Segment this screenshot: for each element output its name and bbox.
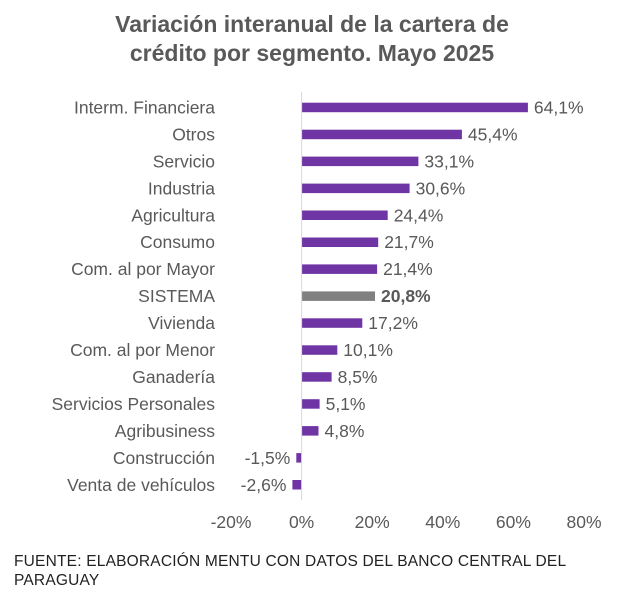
bar <box>301 183 410 194</box>
x-tick-label: 0% <box>289 512 314 532</box>
bar <box>301 129 462 140</box>
data-label: 17,2% <box>368 313 418 333</box>
data-label: 10,1% <box>343 340 393 360</box>
x-tick-label: 20% <box>355 512 390 532</box>
bar <box>301 399 320 409</box>
data-label: 21,7% <box>384 232 434 252</box>
bar-chart: Interm. Financiera 64,1% Otros 45,4% Servici… <box>52 92 602 532</box>
chart-title-line-1: Variación interanual de la cartera de <box>115 11 509 37</box>
category-label: Vivienda <box>148 313 215 333</box>
data-label: 8,5% <box>338 367 378 387</box>
category-label: Construcción <box>113 448 215 468</box>
source-note: FUENTE: ELABORACIÓN MENTU CON DATOS DEL … <box>14 553 566 589</box>
category-label: Ganadería <box>132 367 215 387</box>
bar <box>301 237 379 247</box>
category-label: Agribusiness <box>115 421 215 441</box>
category-label: Interm. Financiera <box>74 98 215 118</box>
category-label: Venta de vehículos <box>67 475 215 495</box>
bar <box>301 102 528 113</box>
bar <box>301 318 363 328</box>
category-label: Industria <box>148 178 215 198</box>
data-label: 20,8% <box>381 286 431 306</box>
x-tick-label: -20% <box>211 512 252 532</box>
data-label: -1,5% <box>245 448 291 468</box>
category-label: Consumo <box>140 232 215 252</box>
category-label: Otros <box>172 124 215 144</box>
data-label: -2,6% <box>241 475 287 495</box>
x-tick-label: 60% <box>496 512 531 532</box>
bar <box>301 156 419 167</box>
data-label: 64,1% <box>534 98 584 118</box>
data-label: 4,8% <box>325 421 365 441</box>
x-tick-label: 80% <box>566 512 601 532</box>
data-label: 24,4% <box>394 205 444 225</box>
category-label: Com. al por Mayor <box>71 259 215 279</box>
chart-title-line-2: crédito por segmento. Mayo 2025 <box>129 40 495 66</box>
category-label: Servicios Personales <box>52 394 216 414</box>
bar <box>301 372 332 382</box>
category-label: SISTEMA <box>138 286 215 306</box>
x-tick-label: 40% <box>425 512 460 532</box>
category-label: Agricultura <box>131 205 215 225</box>
category-label: Servicio <box>153 151 215 171</box>
category-label: Com. al por Menor <box>70 340 215 360</box>
bar <box>301 291 375 301</box>
data-label: 33,1% <box>424 151 474 171</box>
bar <box>296 453 302 463</box>
chart-title: Variación interanual de la cartera de cr… <box>0 10 624 68</box>
bar <box>301 426 319 436</box>
data-label: 5,1% <box>326 394 366 414</box>
bar <box>301 210 388 220</box>
bar <box>301 264 378 274</box>
data-label: 30,6% <box>416 178 466 198</box>
data-label: 21,4% <box>383 259 433 279</box>
bar <box>301 345 338 355</box>
data-label: 45,4% <box>468 124 518 144</box>
bar <box>292 480 302 490</box>
